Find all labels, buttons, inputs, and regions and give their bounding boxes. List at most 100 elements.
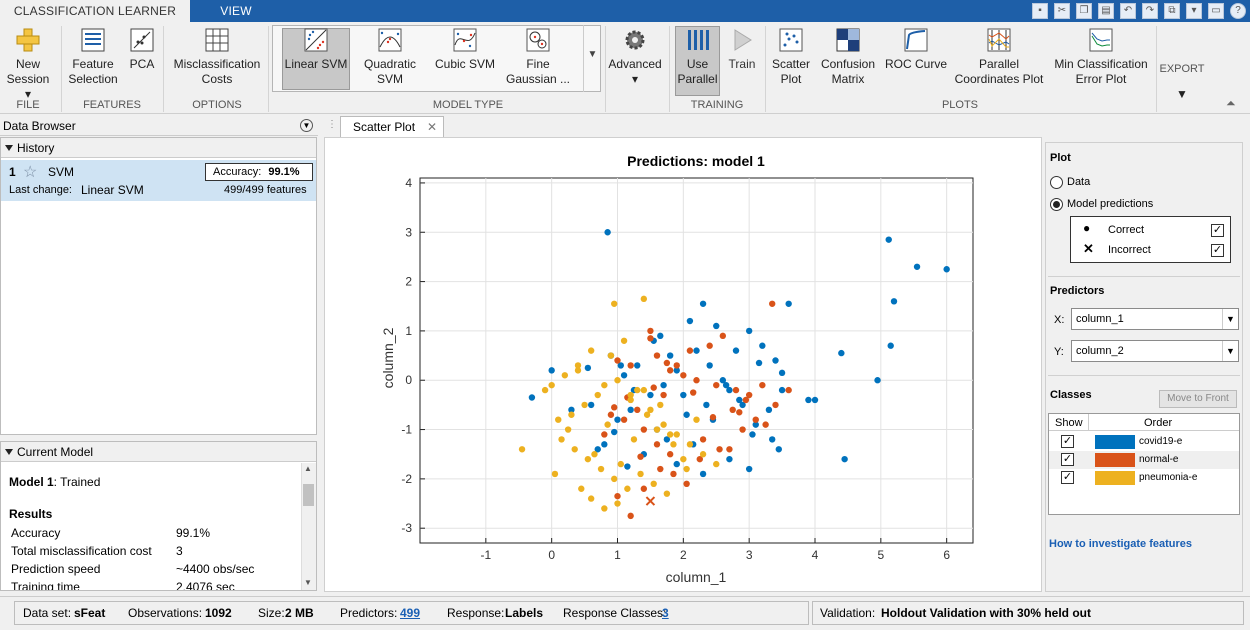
doc-tab-grip-icon[interactable]: ⋮ xyxy=(327,119,337,130)
feature-selection-button[interactable]: Feature Selection xyxy=(66,27,120,87)
scroll-down-icon[interactable]: ▼ xyxy=(304,578,312,587)
confusion-matrix-button[interactable]: Confusion Matrix xyxy=(818,27,878,87)
advanced-label: Advanced xyxy=(608,57,662,71)
data-point xyxy=(614,492,621,500)
move-to-front-button[interactable]: Move to Front xyxy=(1159,390,1237,408)
scatter-plot-button[interactable]: Scatter Plot xyxy=(768,27,814,87)
quadratic-svm-button[interactable]: Quadratic SVM xyxy=(356,27,424,87)
undo-icon[interactable]: ↶ xyxy=(1120,3,1136,19)
copy-icon[interactable]: ❐ xyxy=(1076,3,1092,19)
history-header[interactable]: History xyxy=(1,138,316,158)
use-parallel-label-1: Use xyxy=(686,57,709,71)
new-session-button[interactable]: New Session ▾ xyxy=(3,27,53,102)
collapse-triangle-icon xyxy=(5,145,13,151)
class-show-checkbox[interactable]: ✓ xyxy=(1061,435,1074,448)
advanced-button[interactable]: Advanced ▾ xyxy=(606,27,664,87)
data-point xyxy=(634,362,641,369)
x-tick-label: 3 xyxy=(746,548,753,562)
plot-area: Predictions: model 1 column_1 column_2 -… xyxy=(324,137,1042,592)
model-status: : Trained xyxy=(53,475,101,489)
cubic-svm-button[interactable]: Cubic SVM xyxy=(430,27,500,72)
section-training: TRAINING xyxy=(690,99,744,111)
data-browser-collapse-icon[interactable]: ▼ xyxy=(300,119,313,132)
incorrect-checkbox[interactable]: ✓ xyxy=(1211,244,1224,257)
linear-svm-button[interactable]: Linear SVM xyxy=(282,27,350,72)
scroll-up-icon[interactable]: ▲ xyxy=(304,464,312,473)
x-tick-label: 4 xyxy=(812,548,819,562)
history-item-name: SVM xyxy=(48,165,75,179)
data-radio[interactable] xyxy=(1050,176,1063,189)
tab-scatter-plot[interactable]: Scatter Plot ✕ xyxy=(340,116,444,137)
data-point xyxy=(769,300,776,307)
scrollbar-thumb[interactable] xyxy=(303,484,314,506)
data-point xyxy=(637,453,644,460)
model-predictions-radio[interactable] xyxy=(1050,198,1063,211)
data-point xyxy=(732,347,740,354)
pca-button[interactable]: PCA xyxy=(126,27,158,72)
train-button[interactable]: Train xyxy=(724,27,760,72)
current-model-scrollbar[interactable] xyxy=(301,463,316,590)
gear-icon xyxy=(625,30,645,50)
class-row[interactable]: ✓ covid19-e xyxy=(1049,433,1239,451)
min-class-error-label-1: Min Classification xyxy=(1054,57,1148,71)
data-point xyxy=(713,322,720,330)
data-point xyxy=(943,266,950,273)
class-show-checkbox[interactable]: ✓ xyxy=(1061,471,1074,484)
use-parallel-button[interactable]: Use Parallel xyxy=(675,27,720,87)
data-point xyxy=(663,359,671,367)
export-button[interactable]: EXPORT ▼ xyxy=(1158,62,1206,102)
switch-windows-icon[interactable]: ⧉ xyxy=(1164,3,1180,19)
tab-view[interactable]: VIEW xyxy=(220,4,252,18)
current-model-header[interactable]: Current Model xyxy=(1,442,316,462)
close-tab-icon[interactable]: ✕ xyxy=(427,120,438,134)
predictors-link[interactable]: 499 xyxy=(400,606,421,620)
y-predictor-select[interactable]: column_2 ▼ xyxy=(1071,340,1239,362)
favorite-star-icon[interactable]: ☆ xyxy=(23,164,38,181)
collapse-ribbon-icon[interactable]: ⏶ xyxy=(1226,96,1236,110)
model-status-line: Model 1: Trained xyxy=(9,475,100,489)
misclassification-costs-button[interactable]: Misclassification Costs xyxy=(170,27,264,87)
redo-icon[interactable]: ↷ xyxy=(1142,3,1158,19)
correct-checkbox[interactable]: ✓ xyxy=(1211,224,1224,237)
data-point xyxy=(673,367,680,374)
minimize-ribbon-icon[interactable]: ▭ xyxy=(1208,3,1224,19)
class-row[interactable]: ✓ pneumonia-e xyxy=(1049,469,1239,487)
data-point xyxy=(699,436,707,443)
data-point xyxy=(640,485,648,492)
data-point xyxy=(657,465,664,473)
cut-icon[interactable]: ✂ xyxy=(1054,3,1070,19)
save-icon[interactable]: ▪ xyxy=(1032,3,1048,19)
data-point xyxy=(673,362,680,369)
gallery-expand-arrow[interactable]: ▼ xyxy=(583,25,601,92)
tab-classification-learner[interactable]: CLASSIFICATION LEARNER xyxy=(0,0,190,22)
dropdown-icon[interactable]: ▾ xyxy=(1186,3,1202,19)
class-show-checkbox[interactable]: ✓ xyxy=(1061,453,1074,466)
parallel-coords-label-2: Coordinates Plot xyxy=(954,72,1044,86)
help-link[interactable]: How to investigate features xyxy=(1049,538,1193,550)
data-point xyxy=(607,352,615,359)
data-point xyxy=(541,386,549,394)
response-classes-link[interactable]: 3 xyxy=(662,606,669,620)
x-predictor-select[interactable]: column_1 ▼ xyxy=(1071,308,1239,330)
data-point xyxy=(887,342,894,349)
data-point xyxy=(706,342,713,349)
last-change-label: Last change: xyxy=(9,184,72,196)
data-point xyxy=(660,421,667,428)
use-parallel-selected-bg xyxy=(675,26,720,96)
class-color-swatch xyxy=(1095,471,1135,485)
roc-curve-button[interactable]: ROC Curve xyxy=(884,27,948,72)
scatter-plot-label-1: Scatter xyxy=(771,57,810,71)
scatter-chart[interactable]: Predictions: model 1 column_1 column_2 -… xyxy=(325,138,1043,593)
data-point xyxy=(587,401,595,409)
result-label: Total misclassification cost xyxy=(11,544,152,558)
fine-gaussian-button[interactable]: Fine Gaussian ... xyxy=(504,27,572,87)
data-point xyxy=(752,421,759,428)
data-point xyxy=(528,394,536,401)
paste-icon[interactable]: ▤ xyxy=(1098,3,1114,19)
class-row[interactable]: ✓ normal-e xyxy=(1049,451,1239,469)
parallel-coordinates-button[interactable]: Parallel Coordinates Plot xyxy=(952,27,1046,87)
help-icon[interactable]: ? xyxy=(1230,3,1246,19)
history-model-item[interactable]: 1 ☆ SVM Accuracy: 99.1% Last change: Lin… xyxy=(1,160,316,201)
dataset-info: Data set: sFeat Observations: 1092 Size:… xyxy=(14,601,809,625)
min-classification-error-button[interactable]: Min Classification Error Plot xyxy=(1050,27,1152,87)
